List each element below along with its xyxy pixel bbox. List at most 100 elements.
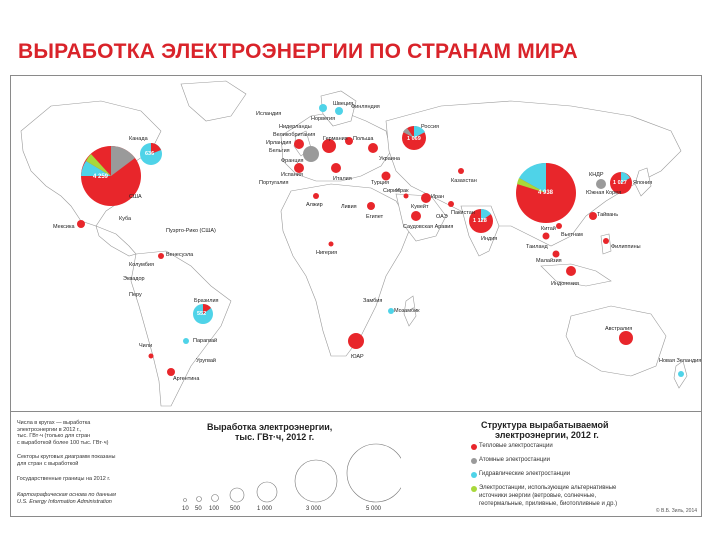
label-ireland: Ирландия bbox=[266, 140, 292, 146]
label-iran: Иран bbox=[431, 194, 445, 200]
map-canvas bbox=[20, 80, 688, 407]
pie-india bbox=[469, 208, 493, 233]
size-tick-50: 50 bbox=[195, 506, 202, 512]
pie-argentina bbox=[167, 368, 175, 376]
label-kuwait: Кувейт bbox=[411, 204, 429, 210]
pie-mozambique bbox=[388, 308, 394, 314]
label-venezuela: Венесуэла bbox=[166, 252, 194, 258]
size-tick-5000: 5 000 bbox=[366, 506, 382, 512]
size-circle-10 bbox=[183, 498, 187, 502]
pie-usa bbox=[81, 146, 141, 206]
size-circle-3000 bbox=[294, 459, 338, 503]
pie-new-zealand bbox=[678, 371, 684, 377]
size-tick-500: 500 bbox=[230, 506, 241, 512]
label-france: Франция bbox=[281, 158, 304, 164]
label-thailand: Таиланд bbox=[526, 244, 548, 250]
australia-landmass bbox=[565, 305, 667, 377]
pie-venezuela bbox=[158, 253, 164, 259]
pie-japan bbox=[610, 172, 632, 194]
russia-value-label: 1 069 bbox=[407, 136, 421, 142]
legend-source: Картографическая основа по данным U.S. E… bbox=[17, 492, 116, 505]
label-south-africa: ЮАР bbox=[351, 354, 364, 360]
pie-south-korea bbox=[596, 179, 606, 189]
pie-egypt bbox=[367, 202, 375, 210]
label-vietnam: Вьетнам bbox=[561, 232, 583, 238]
label-mexico: Мексика bbox=[53, 224, 75, 230]
label-ecuador: Эквадор bbox=[123, 276, 145, 282]
label-spain: Испания bbox=[281, 172, 303, 178]
label-mozambique: Мозамбик bbox=[394, 308, 420, 314]
label-britain: Великобритания bbox=[273, 132, 316, 138]
pie-canada bbox=[140, 143, 162, 165]
japan-value-label: 1 027 bbox=[613, 180, 627, 186]
structure-legend-title: Структура вырабатываемой электроэнергии,… bbox=[481, 420, 609, 440]
label-libya: Ливия bbox=[341, 204, 357, 210]
label-norway: Норвегия bbox=[311, 116, 336, 122]
pie-turkey bbox=[381, 171, 391, 181]
swatch-nuclear bbox=[471, 458, 477, 464]
canada-value-label: 636 bbox=[145, 151, 155, 157]
label-iraq: Ирак bbox=[396, 188, 409, 194]
label-china: Китай bbox=[541, 226, 556, 232]
legend-note2: Секторы круговых диаграмм показаны для с… bbox=[17, 454, 116, 467]
pie-thailand bbox=[542, 232, 550, 240]
pie-malaysia bbox=[552, 250, 560, 258]
swatch-thermal bbox=[471, 444, 477, 450]
label-new-zealand: Новая Зеландия bbox=[659, 358, 702, 364]
label-poland: Польша bbox=[353, 136, 374, 142]
label-kazakhstan: Казахстан bbox=[451, 178, 477, 184]
pie-algeria bbox=[313, 193, 319, 199]
label-india: Индия bbox=[481, 236, 498, 242]
pie-chile bbox=[148, 353, 154, 359]
pie-germany bbox=[322, 139, 336, 153]
label-uruguay: Уругвай bbox=[196, 358, 216, 364]
japan-landmass bbox=[634, 167, 652, 197]
label-north-korea: КНДР bbox=[589, 172, 604, 178]
swatch-renewable bbox=[471, 486, 477, 492]
label-nigeria: Нигерия bbox=[316, 250, 338, 256]
size-circle-5000 bbox=[346, 443, 401, 503]
pie-nigeria bbox=[328, 241, 334, 247]
label-canada: Канада bbox=[129, 136, 148, 142]
pie-iraq bbox=[403, 193, 409, 199]
pie-taiwan bbox=[589, 212, 597, 220]
structure-item-renewable-2: источники энергии (ветровые, солнечные, bbox=[479, 493, 597, 499]
structure-item-renewable: Электростанции, использующие альтернатив… bbox=[479, 485, 617, 491]
pie-indonesia bbox=[566, 266, 576, 276]
pie-britain bbox=[294, 139, 304, 149]
pie-ukraine bbox=[368, 143, 378, 153]
size-circle-100 bbox=[211, 494, 219, 502]
label-peru: Перу bbox=[129, 292, 142, 298]
label-finland: Финляндия bbox=[351, 104, 380, 110]
label-portugal: Португалия bbox=[259, 180, 289, 186]
label-indonesia: Индонезия bbox=[551, 281, 579, 287]
indonesia-landmass bbox=[540, 263, 612, 287]
label-philippines: Филиппины bbox=[611, 244, 641, 250]
size-legend-circles bbox=[183, 443, 401, 503]
structure-item-hydro: Гидравлические электростанции bbox=[479, 471, 571, 477]
pie-china bbox=[516, 162, 576, 223]
size-tick-3000: 3 000 bbox=[306, 506, 322, 512]
legend-panel: Числа в кругах — выработка электроэнерги… bbox=[11, 411, 701, 516]
label-zambia: Замбия bbox=[363, 298, 383, 304]
pie-paraguay bbox=[183, 338, 189, 344]
pie-philippines bbox=[603, 238, 609, 244]
label-pakistan: Пакистан bbox=[451, 210, 475, 216]
label-uae: ОАЭ bbox=[436, 214, 448, 220]
pie-iran bbox=[421, 193, 431, 203]
size-tick-1000: 1 000 bbox=[257, 506, 273, 512]
china-value-label: 4 938 bbox=[538, 190, 554, 196]
pie-kazakhstan bbox=[458, 168, 464, 174]
legend-note: Числа в кругах — выработка электроэнерги… bbox=[17, 420, 109, 446]
pie-australia bbox=[619, 331, 633, 345]
world-map: 4 259 636 552 1 069 1 128 4 938 1 027 СШ… bbox=[10, 75, 702, 517]
structure-item-nuclear: Атомные электростанции bbox=[479, 457, 550, 463]
structure-item-thermal: Тепловые электростанции bbox=[479, 443, 553, 449]
label-south-korea: Южная Корея bbox=[586, 190, 622, 196]
label-japan: Япония bbox=[633, 180, 653, 186]
pie-norway bbox=[319, 104, 327, 112]
label-netherlands: Нидерланды bbox=[279, 124, 312, 130]
label-malaysia: Малайзия bbox=[536, 258, 562, 264]
page-title: ВЫРАБОТКА ЭЛЕКТРОЭНЕРГИИ ПО СТРАНАМ МИРА bbox=[18, 40, 578, 63]
label-ukraine: Украина bbox=[379, 156, 400, 162]
